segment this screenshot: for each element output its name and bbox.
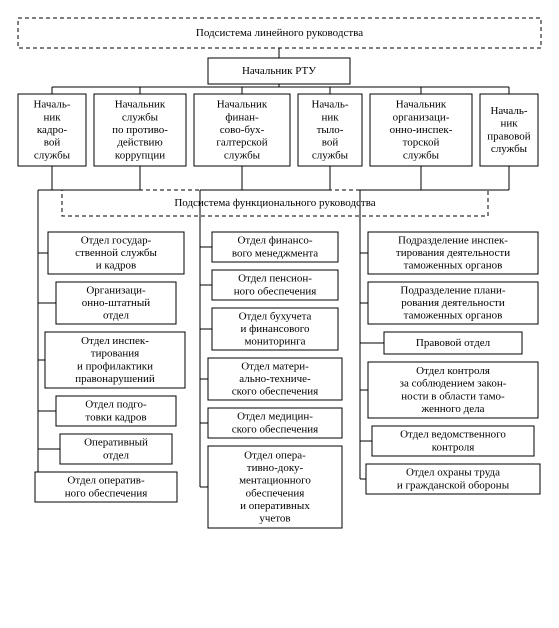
dept-right-0-label: Подразделение инспек-тирования деятельно… bbox=[396, 234, 510, 271]
dept-center-1-label: Отдел пенсион-ного обеспечения bbox=[234, 272, 317, 297]
dept-left-3-label: Отдел подго-товки кадров bbox=[85, 398, 147, 423]
header-subsystem-label: Подсистема линейного руководства bbox=[196, 27, 363, 39]
org-chart: Подсистема линейного руководства Начальни… bbox=[0, 0, 559, 628]
head-3-label: Началь-никтыло-войслужбы bbox=[311, 98, 348, 161]
dept-left-5-label: Отдел оператив-ного обеспечения bbox=[65, 474, 148, 499]
dept-center-0-label: Отдел финансо-вого менеджмента bbox=[232, 234, 318, 259]
dept-center-4-label: Отдел медицин-ского обеспечения bbox=[232, 410, 318, 435]
dept-left-2-label: Отдел инспек-тированияи профилактикиправ… bbox=[75, 335, 155, 385]
head-1-label: Начальникслужбыпо противо-действиюкорруп… bbox=[112, 98, 168, 161]
chief-rtu-label: Начальник РТУ bbox=[242, 65, 316, 77]
dept-right-1-label: Подразделение плани-рования деятельности… bbox=[400, 284, 506, 321]
functional-subsystem-label: Подсистема функционального руководства bbox=[174, 197, 375, 209]
head-0-label: Началь-никкадро-войслужбы bbox=[33, 98, 70, 161]
dept-right-5-label: Отдел охраны трудаи гражданской обороны bbox=[397, 466, 510, 491]
dept-center-2-label: Отдел бухучетаи финансовогомониторинга bbox=[239, 310, 312, 347]
head-5-label: Началь-никправовойслужбы bbox=[487, 105, 531, 155]
dept-center-3-label: Отдел матери-ально-техниче-ского обеспеч… bbox=[232, 360, 318, 397]
dept-right-2-label: Правовой отдел bbox=[416, 337, 491, 349]
